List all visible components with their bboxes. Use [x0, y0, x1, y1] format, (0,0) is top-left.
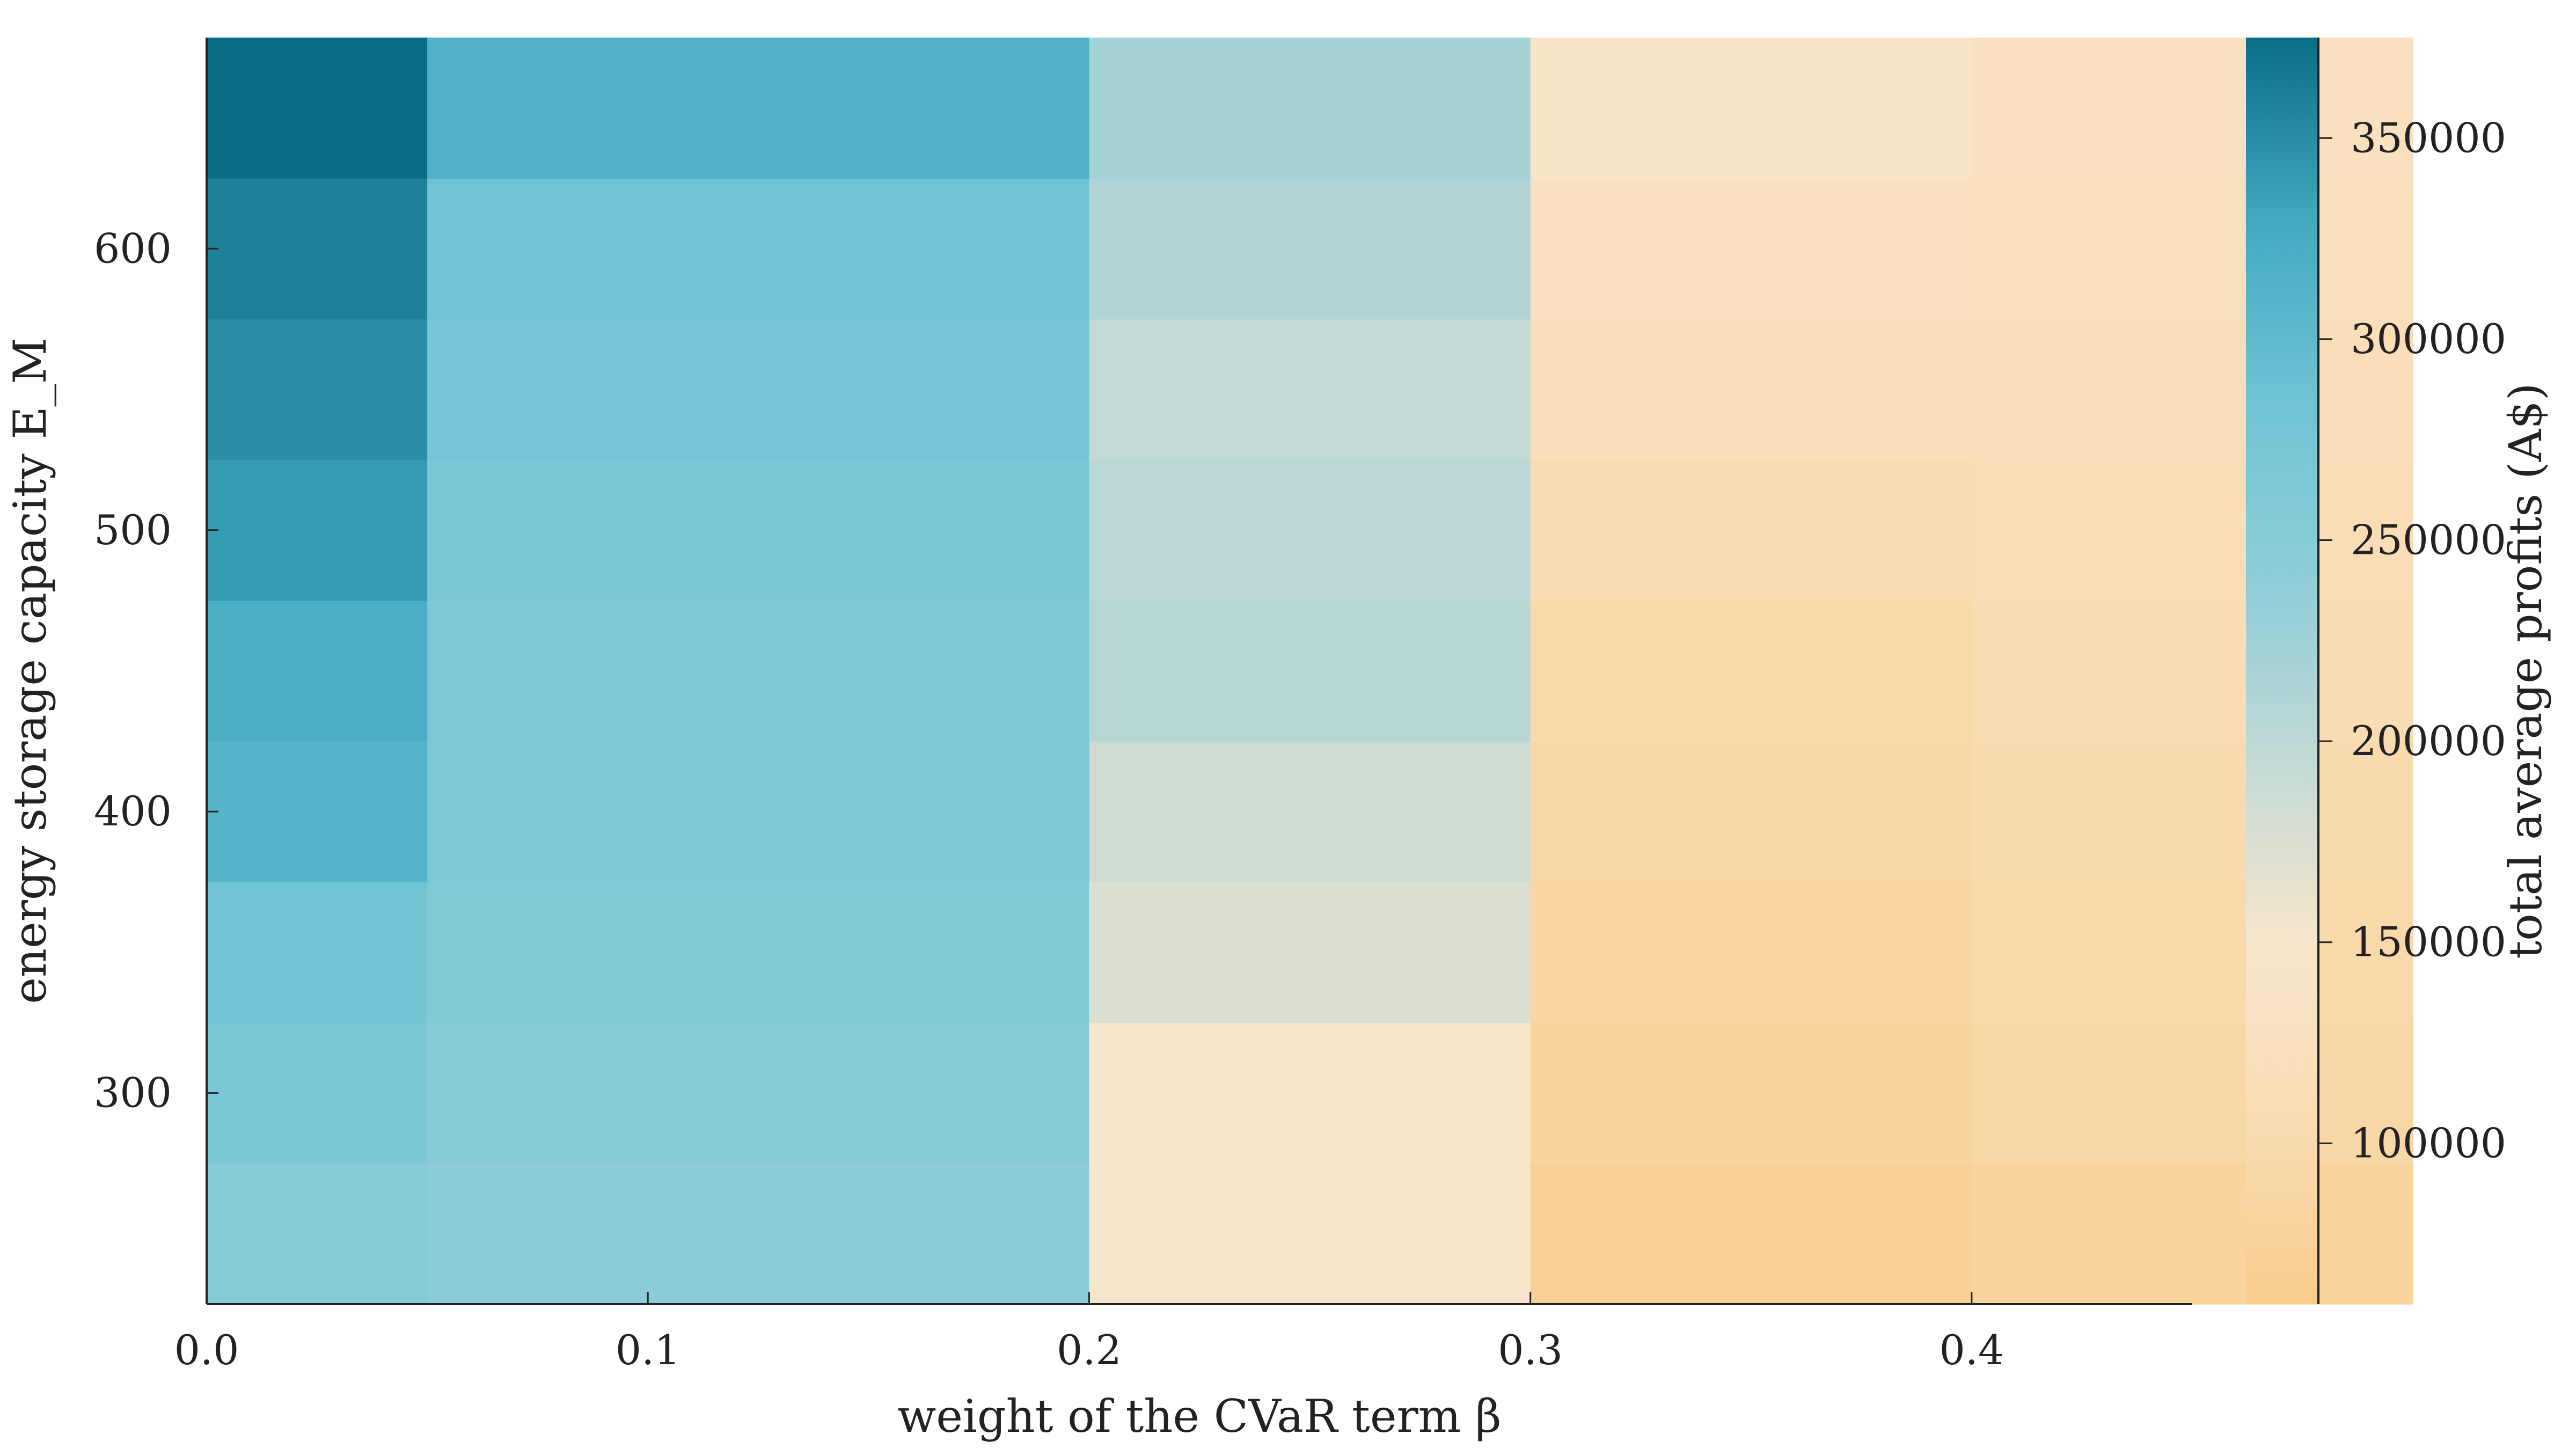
colorbar-tick-label: 350000: [2351, 114, 2506, 162]
heatmap-cell: [1530, 459, 1972, 601]
heatmap-cell: [1089, 741, 1531, 883]
heatmap-cell: [207, 319, 428, 460]
heatmap-cell: [648, 741, 1090, 883]
heatmap-cell: [207, 882, 428, 1023]
colorbar-tick-label: 150000: [2351, 918, 2506, 966]
heatmap-cell: [207, 1163, 428, 1305]
heatmap-cell: [1530, 38, 1972, 179]
heatmap-cell: [1089, 1163, 1531, 1305]
heatmap-cell: [427, 38, 649, 179]
heatmap-cell: [648, 1022, 1090, 1164]
heatmap-cell: [207, 741, 428, 883]
colorbar: [2246, 38, 2318, 1304]
heatmap-cell: [427, 741, 649, 883]
heatmap-cell: [1089, 178, 1531, 320]
heatmap-cell: [207, 178, 428, 320]
x-tick-label: 0.1: [616, 1326, 680, 1374]
heatmap-cell: [207, 38, 428, 179]
heatmap-cell: [1089, 882, 1531, 1023]
colorbar-label: total average profits (A$): [2499, 383, 2552, 958]
heatmap-cell: [1971, 459, 2413, 601]
y-axis-label: energy storage capacity E_M: [4, 338, 56, 1004]
heatmap-cell: [1530, 178, 1972, 320]
y-tick-label: 600: [94, 224, 172, 272]
heatmap-cell: [1971, 882, 2413, 1023]
heatmap-cell: [427, 1022, 649, 1164]
heatmap-cell: [648, 882, 1090, 1023]
heatmap-cell: [1530, 741, 1972, 883]
heatmap-cell: [1089, 600, 1531, 742]
heatmap-cell: [207, 600, 428, 742]
heatmap-cell: [1971, 1163, 2413, 1305]
heatmap-cell: [1971, 178, 2413, 320]
heatmap-cell: [648, 319, 1090, 460]
x-axis-label: weight of the CVaR term β: [897, 1390, 1501, 1443]
colorbar-tick-label: 250000: [2351, 516, 2506, 564]
colorbar-tick-label: 200000: [2351, 717, 2506, 765]
heatmap-cell: [1530, 882, 1972, 1023]
heatmap-cell: [1089, 1022, 1531, 1164]
heatmap-cell: [207, 459, 428, 601]
heatmap-cell: [1530, 600, 1972, 742]
heatmap-cell: [427, 459, 649, 601]
heatmap-cell: [427, 600, 649, 742]
heatmap-cell: [1971, 38, 2413, 179]
heatmap-cell: [427, 1163, 649, 1305]
x-axis-ticks: 0.0 0.1 0.2 0.3 0.4: [174, 1292, 2004, 1374]
x-tick-label: 0.4: [1939, 1326, 2004, 1374]
heatmap-cell: [1089, 459, 1531, 601]
heatmap-cell: [1089, 38, 1531, 179]
heatmap-cell: [1971, 600, 2413, 742]
heatmap-cell: [427, 178, 649, 320]
colorbar-ticks: 100000 150000 200000 250000 300000 350000: [2317, 38, 2506, 1304]
heatmap-cell: [207, 1022, 428, 1164]
heatmap-cells: [207, 38, 2413, 1305]
heatmap-cell: [1089, 319, 1531, 460]
heatmap-cell: [1971, 319, 2413, 460]
x-tick-label: 0.0: [174, 1326, 239, 1374]
heatmap-cell: [1530, 1022, 1972, 1164]
y-tick-label: 400: [94, 787, 172, 835]
heatmap-cell: [1530, 1163, 1972, 1305]
heatmap-cell: [648, 178, 1090, 320]
heatmap-cell: [1971, 1022, 2413, 1164]
heatmap-cell: [648, 1163, 1090, 1305]
heatmap-cell: [427, 882, 649, 1023]
heatmap-cell: [427, 319, 649, 460]
heatmap-cell: [648, 600, 1090, 742]
x-tick-label: 0.3: [1498, 1326, 1563, 1374]
heatmap-cell: [648, 459, 1090, 601]
y-tick-label: 300: [94, 1069, 172, 1117]
heatmap-cell: [648, 38, 1090, 179]
colorbar-tick-label: 300000: [2351, 315, 2506, 363]
heatmap-cell: [1530, 319, 1972, 460]
x-tick-label: 0.2: [1057, 1326, 1122, 1374]
y-tick-label: 500: [94, 506, 172, 554]
y-axis-ticks: 300 400 500 600: [94, 224, 218, 1117]
heatmap-cell: [1971, 741, 2413, 883]
colorbar-tick-label: 100000: [2351, 1119, 2506, 1167]
